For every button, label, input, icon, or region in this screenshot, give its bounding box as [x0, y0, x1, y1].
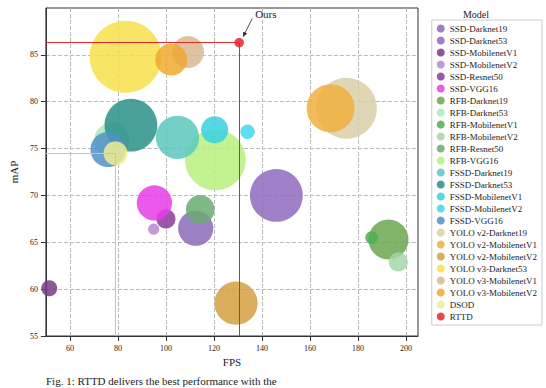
svg-text:70: 70: [30, 191, 38, 200]
svg-text:RFB-Darknet19: RFB-Darknet19: [450, 96, 508, 106]
svg-text:YOLO v3-MobilenetV1: YOLO v3-MobilenetV1: [450, 276, 537, 286]
svg-text:YOLO v2-MobilenetV1: YOLO v2-MobilenetV1: [450, 240, 537, 250]
svg-text:80: 80: [114, 344, 122, 353]
svg-text:80: 80: [30, 97, 38, 106]
svg-text:YOLO v2-Darknet19: YOLO v2-Darknet19: [450, 228, 528, 238]
svg-text:200: 200: [400, 344, 412, 353]
svg-text:YOLO v3-MobilenetV2: YOLO v3-MobilenetV2: [450, 288, 537, 298]
svg-text:140: 140: [256, 344, 268, 353]
svg-text:YOLO v3-Darknet53: YOLO v3-Darknet53: [450, 264, 528, 274]
svg-text:RFB-MobilenetV1: RFB-MobilenetV1: [450, 120, 518, 130]
svg-text:SSD-Darknet53: SSD-Darknet53: [450, 36, 508, 46]
svg-text:Model: Model: [463, 9, 489, 20]
svg-text:mAP: mAP: [8, 161, 20, 184]
svg-text:75: 75: [30, 144, 38, 153]
svg-text:180: 180: [352, 344, 364, 353]
svg-text:SSD-MobilenetV1: SSD-MobilenetV1: [450, 48, 517, 58]
svg-text:SSD-MobilenetV2: SSD-MobilenetV2: [450, 60, 517, 70]
svg-text:160: 160: [304, 344, 316, 353]
svg-text:60: 60: [66, 344, 74, 353]
svg-text:Ours: Ours: [255, 8, 276, 20]
svg-text:RFB-Darknet53: RFB-Darknet53: [450, 108, 508, 118]
svg-text:FSSD-VGG16: FSSD-VGG16: [450, 216, 504, 226]
svg-text:YOLO v2-MobilenetV2: YOLO v2-MobilenetV2: [450, 252, 537, 262]
svg-text:120: 120: [208, 344, 220, 353]
svg-text:FSSD-Darknet19: FSSD-Darknet19: [450, 168, 513, 178]
svg-text:SSD-VGG16: SSD-VGG16: [450, 84, 499, 94]
svg-text:55: 55: [30, 332, 38, 341]
svg-text:FPS: FPS: [223, 356, 241, 368]
svg-text:RTTD: RTTD: [450, 312, 473, 322]
svg-text:Fig. 1: RTTD delivers the best: Fig. 1: RTTD delivers the best performan…: [46, 375, 277, 387]
svg-text:RFB-MobilenetV2: RFB-MobilenetV2: [450, 132, 518, 142]
svg-text:DSOD: DSOD: [450, 300, 475, 310]
svg-text:60: 60: [30, 285, 38, 294]
svg-text:RFB-Resnet50: RFB-Resnet50: [450, 144, 504, 154]
svg-text:FSSD-Darknet53: FSSD-Darknet53: [450, 180, 513, 190]
svg-text:SSD-Resnet50: SSD-Resnet50: [450, 72, 504, 82]
svg-text:FSSD-MobilenetV2: FSSD-MobilenetV2: [450, 204, 523, 214]
svg-text:100: 100: [160, 344, 172, 353]
svg-text:SSD-Darknet19: SSD-Darknet19: [450, 24, 508, 34]
svg-text:65: 65: [30, 238, 38, 247]
svg-text:85: 85: [30, 50, 38, 59]
svg-text:FSSD-MobilenetV1: FSSD-MobilenetV1: [450, 192, 523, 202]
svg-text:RFB-VGG16: RFB-VGG16: [450, 156, 499, 166]
